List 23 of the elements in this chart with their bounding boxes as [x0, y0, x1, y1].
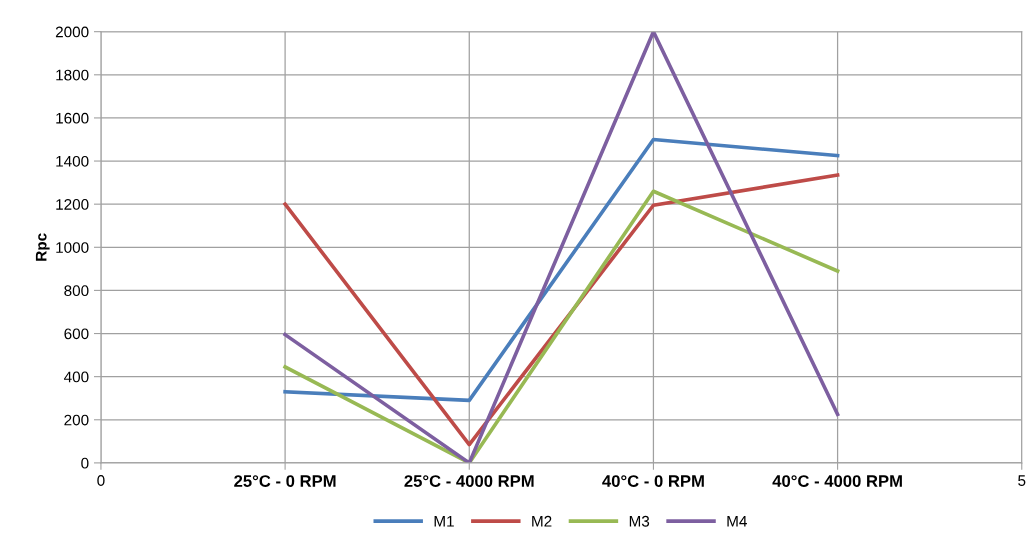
legend-label: M2	[532, 515, 552, 527]
y-tick-label: 800	[64, 285, 89, 297]
y-tick-label: 400	[64, 371, 89, 383]
x-tick-label: 40°C - 0 RPM	[602, 475, 704, 487]
y-axis-title: Rpc	[35, 233, 50, 261]
y-tick-label: 1600	[56, 112, 89, 124]
y-tick-label: 1800	[56, 69, 89, 81]
y-tick-label: 1200	[56, 199, 89, 210]
y-tick-label: 600	[64, 328, 89, 340]
legend-label: M4	[727, 516, 747, 527]
line-series	[283, 137, 840, 403]
y-tick-label: 2000	[55, 26, 89, 38]
legend-label: M3	[629, 515, 650, 527]
x-tick-label: 25°C - 4000 RPM	[404, 475, 534, 487]
y-tick-label: 1400	[56, 155, 89, 167]
y-tick-label: 200	[64, 414, 89, 426]
y-tick-label: 1000	[56, 242, 89, 253]
x-tick-label: 40°C - 4000 RPM	[772, 475, 902, 487]
x-tick-label: 0	[97, 475, 105, 486]
x-tick-label: 25°C - 0 RPM	[234, 475, 336, 487]
x-tick-label: 5	[1018, 475, 1026, 486]
y-tick-label: 0	[81, 457, 89, 469]
legend-label: M1	[434, 516, 454, 527]
